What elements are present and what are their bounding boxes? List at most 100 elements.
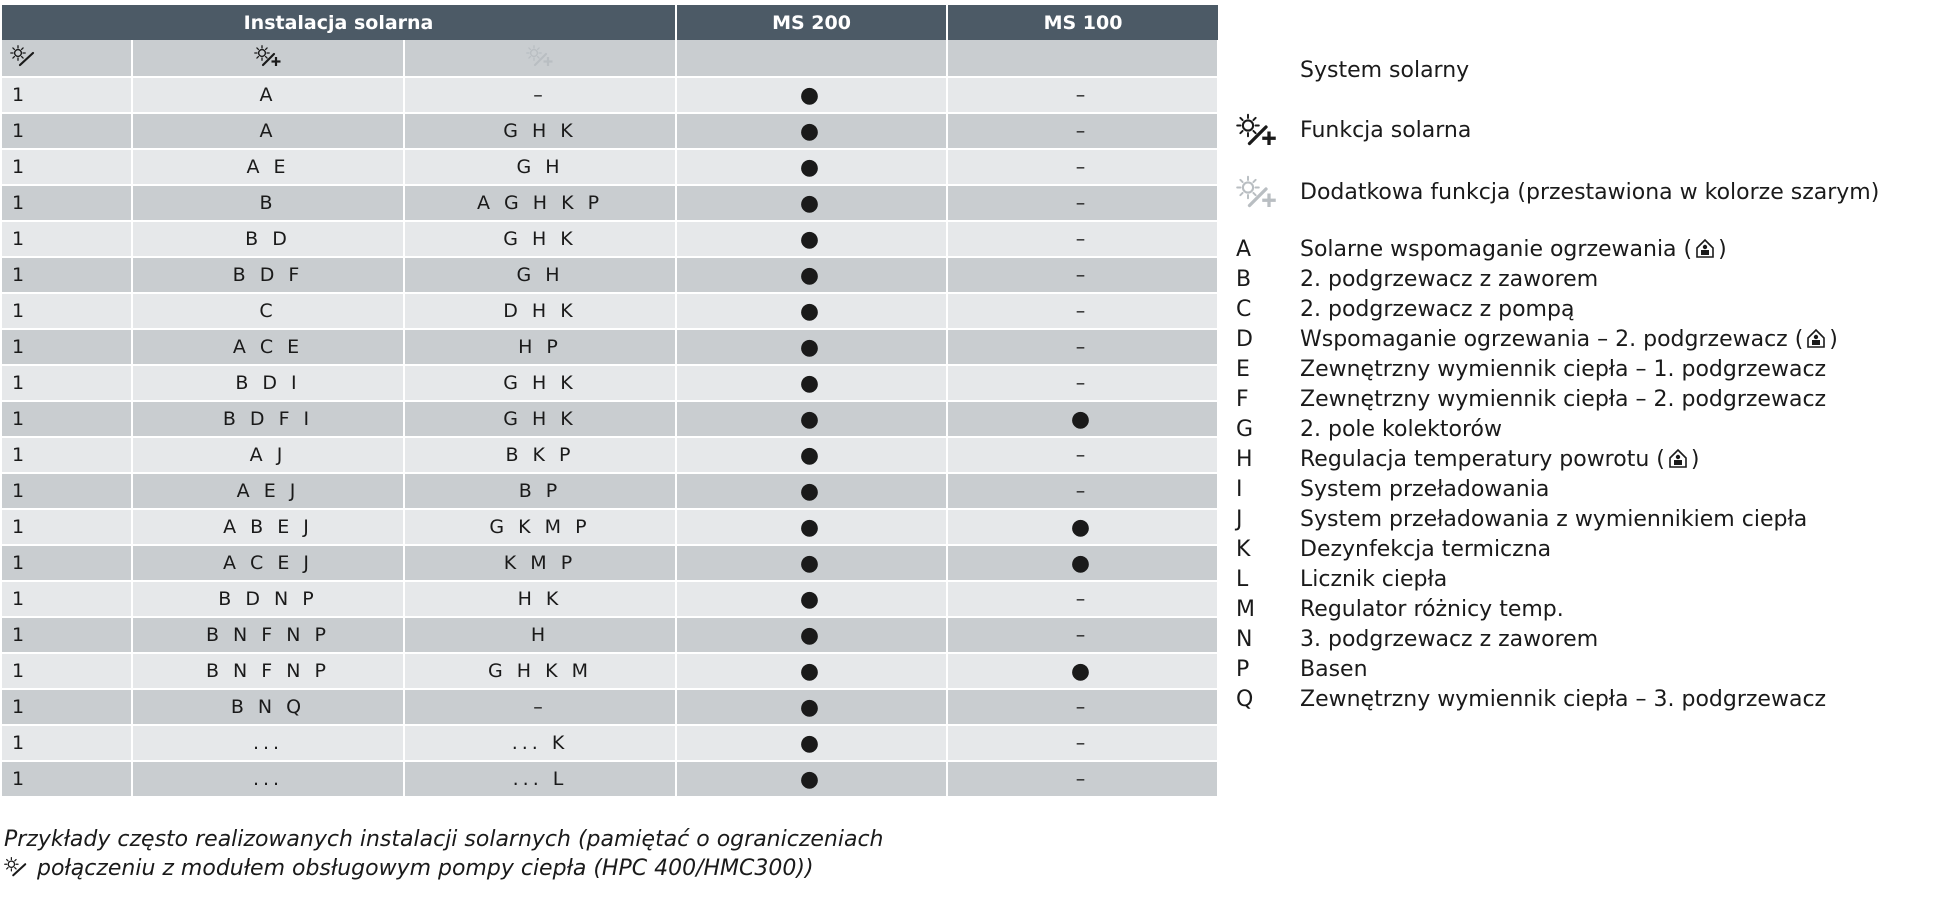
legend-label: Licznik ciepła [1300, 566, 1448, 592]
cell-additional: G K M P [404, 509, 677, 546]
legend-key: Q [1236, 686, 1254, 712]
cell-system: 1 [2, 761, 133, 798]
legend-label: Zewnętrzny wymiennik ciepła – 3. podgrze… [1300, 686, 1827, 712]
cell-additional: G H [404, 257, 677, 294]
icon-cell-system [2, 40, 133, 78]
cell-ms200: ● [676, 581, 948, 618]
legend-key: N [1236, 626, 1253, 652]
cell-functions: B D N P [132, 581, 405, 618]
legend-label: System przeładowania [1300, 476, 1550, 502]
cell-system: 1 [2, 293, 133, 330]
legend-label: 2. podgrzewacz z zaworem [1300, 266, 1599, 292]
cell-system: 1 [2, 221, 133, 258]
cell-functions: ... [132, 761, 405, 798]
cell-functions: B D [132, 221, 405, 258]
cell-ms100: ● [947, 509, 1219, 546]
table-row: 1...... K ● – [2, 725, 1219, 762]
cell-functions: B N F N P [132, 653, 405, 690]
cell-functions: C [132, 293, 405, 330]
icon-row [2, 40, 1219, 78]
additional-function-icon [1236, 175, 1276, 208]
legend-item-a: A Solarne wspomaganie ogrzewania () [1236, 234, 1936, 264]
cell-additional: G H [404, 149, 677, 186]
cell-system: 1 [2, 473, 133, 510]
cell-functions: ... [132, 725, 405, 762]
cell-ms200: ● [676, 725, 948, 762]
cell-ms100: – [947, 365, 1219, 402]
legend-item-k: K Dezynfekcja termiczna [1236, 534, 1936, 564]
cell-ms200: ● [676, 473, 948, 510]
cell-additional: – [404, 689, 677, 726]
cell-system: 1 [2, 581, 133, 618]
cell-functions: B N F N P [132, 617, 405, 654]
legend-item-q: Q Zewnętrzny wymiennik ciepła – 3. podgrz… [1236, 684, 1936, 714]
cell-ms200: ● [676, 401, 948, 438]
cell-ms200: ● [676, 293, 948, 330]
legend-label: Solarne wspomaganie ogrzewania ( [1300, 236, 1693, 262]
legend-item-c: C 2. podgrzewacz z pompą [1236, 294, 1936, 324]
cell-ms100: – [947, 221, 1219, 258]
cell-system: 1 [2, 401, 133, 438]
house-heating-icon [1807, 328, 1826, 348]
legend-label: System przeładowania z wymiennikiem ciep… [1300, 506, 1808, 532]
legend-key: L [1236, 566, 1249, 592]
legend-symbol-label: System solarny [1300, 57, 1470, 83]
legend-symbol-label: Dodatkowa funkcja (przestawiona w kolorz… [1300, 179, 1880, 205]
cell-system: 1 [2, 725, 133, 762]
cell-ms100: – [947, 761, 1219, 798]
legend-key: F [1236, 386, 1249, 412]
cell-system: 1 [2, 77, 133, 114]
legend-key: M [1236, 596, 1255, 622]
cell-system: 1 [2, 185, 133, 222]
legend-key: C [1236, 296, 1252, 322]
legend-label: Dezynfekcja termiczna [1300, 536, 1552, 562]
legend-item-h: H Regulacja temperatury powrotu () [1236, 444, 1936, 474]
cell-ms100: – [947, 689, 1219, 726]
cell-ms200: ● [676, 149, 948, 186]
cell-ms100: – [947, 77, 1219, 114]
legend-label: Zewnętrzny wymiennik ciepła – 2. podgrze… [1300, 386, 1827, 412]
cell-system: 1 [2, 329, 133, 366]
cell-additional: K M P [404, 545, 677, 582]
legend: System solarny Funkcja solarna Dodatkowa… [1236, 50, 1936, 714]
cell-functions: A J [132, 437, 405, 474]
legend-label-suffix: ) [1718, 236, 1727, 262]
cell-additional: G H K M [404, 653, 677, 690]
cell-ms200: ● [676, 761, 948, 798]
legend-item-f: F Zewnętrzny wymiennik ciepła – 2. podgrz… [1236, 384, 1936, 414]
cell-system: 1 [2, 365, 133, 402]
legend-key: G [1236, 416, 1254, 442]
additional-function-icon [526, 44, 553, 66]
legend-label: Regulator różnicy temp. [1300, 596, 1564, 622]
cell-system: 1 [2, 149, 133, 186]
legend-label: 3. podgrzewacz z zaworem [1300, 626, 1599, 652]
cell-functions: B D F I [132, 401, 405, 438]
legend-item-m: M Regulator różnicy temp. [1236, 594, 1936, 624]
solar-function-icon [1236, 113, 1276, 146]
cell-additional: G H K [404, 365, 677, 402]
cell-system: 1 [2, 617, 133, 654]
legend-key: P [1236, 656, 1250, 682]
cell-functions: A E [132, 149, 405, 186]
legend-label-suffix: ) [1829, 326, 1838, 352]
cell-ms200: ● [676, 365, 948, 402]
icon-cell-function [132, 40, 405, 78]
legend-symbol-additional: Dodatkowa funkcja (przestawiona w kolorz… [1236, 172, 1936, 212]
cell-functions: B N Q [132, 689, 405, 726]
cell-ms200: ● [676, 689, 948, 726]
cell-ms100: – [947, 293, 1219, 330]
cell-ms100: – [947, 257, 1219, 294]
cell-system: 1 [2, 257, 133, 294]
cell-ms200: ● [676, 617, 948, 654]
cell-ms200: ● [676, 545, 948, 582]
cell-ms100: – [947, 473, 1219, 510]
cell-ms200: ● [676, 113, 948, 150]
